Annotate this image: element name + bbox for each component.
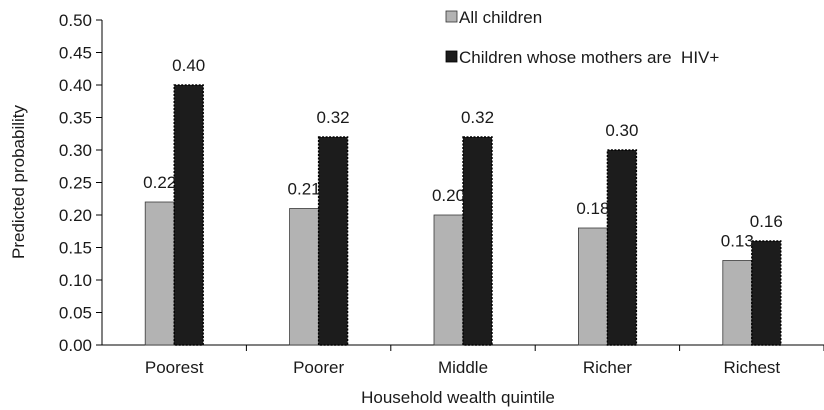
bar-all-children: [578, 227, 608, 346]
data-label: 0.32: [317, 108, 350, 127]
y-tick-label: 0.10: [59, 271, 92, 290]
legend-swatch-hiv-children: [445, 50, 458, 63]
bar-all-children: [722, 260, 753, 346]
bar-all-children: [289, 208, 320, 346]
x-tick-label: Poorer: [293, 358, 344, 377]
data-label: 0.22: [143, 173, 176, 192]
x-axis-title: Household wealth quintile: [361, 388, 555, 407]
legend-label-all-children: All children: [459, 8, 542, 27]
y-tick-label: 0.40: [59, 76, 92, 95]
y-tick-label: 0.35: [59, 109, 92, 128]
legend: All children Children whose mothers are …: [445, 8, 719, 67]
data-label: 0.40: [172, 56, 205, 75]
y-tick-label: 0.25: [59, 174, 92, 193]
x-axis: Poorest Poorer Middle Richer Richest: [102, 344, 824, 377]
x-tick-label: Richest: [723, 358, 780, 377]
data-label: 0.18: [576, 199, 609, 218]
bar-hiv-children: [317, 136, 349, 346]
y-tick-label: 0.50: [59, 11, 92, 30]
data-labels: 0.22 0.40 0.21 0.32 0.20 0.32 0.18 0.30 0.130.16: [143, 56, 783, 251]
bars: [144, 84, 782, 346]
legend-label-hiv-children: Children whose mothers are HIV+: [459, 48, 719, 67]
x-tick-label: Richer: [583, 358, 632, 377]
x-tick-label: Poorest: [145, 358, 204, 377]
bar-hiv-children: [751, 240, 782, 346]
data-label: 0.30: [605, 121, 638, 140]
bar-all-children: [144, 201, 175, 346]
bar-all-children: [433, 214, 464, 346]
data-label: 0.32: [461, 108, 494, 127]
bar-hiv-children: [462, 136, 493, 346]
y-tick-label: 0.20: [59, 206, 92, 225]
y-tick-label: 0.00: [59, 336, 92, 355]
y-axis-title: Predicted probability: [9, 104, 28, 259]
bar-hiv-children: [173, 84, 204, 346]
data-label: 0.13: [721, 232, 754, 251]
data-label: 0.21: [288, 180, 321, 199]
y-tick-label: 0.45: [59, 44, 92, 63]
y-axis: 0.00 0.05 0.10 0.15 0.20 0.25 0.30 0.35 0.40 0.45…: [59, 11, 103, 355]
y-tick-label: 0.15: [59, 239, 92, 258]
y-tick-label: 0.30: [59, 141, 92, 160]
data-label: 0.20: [432, 186, 465, 205]
legend-swatch-all-children: [445, 10, 458, 23]
bar-hiv-children: [606, 149, 638, 346]
x-tick-label: Middle: [438, 358, 488, 377]
y-tick-label: 0.05: [59, 304, 92, 323]
data-label: 0.16: [750, 212, 783, 231]
